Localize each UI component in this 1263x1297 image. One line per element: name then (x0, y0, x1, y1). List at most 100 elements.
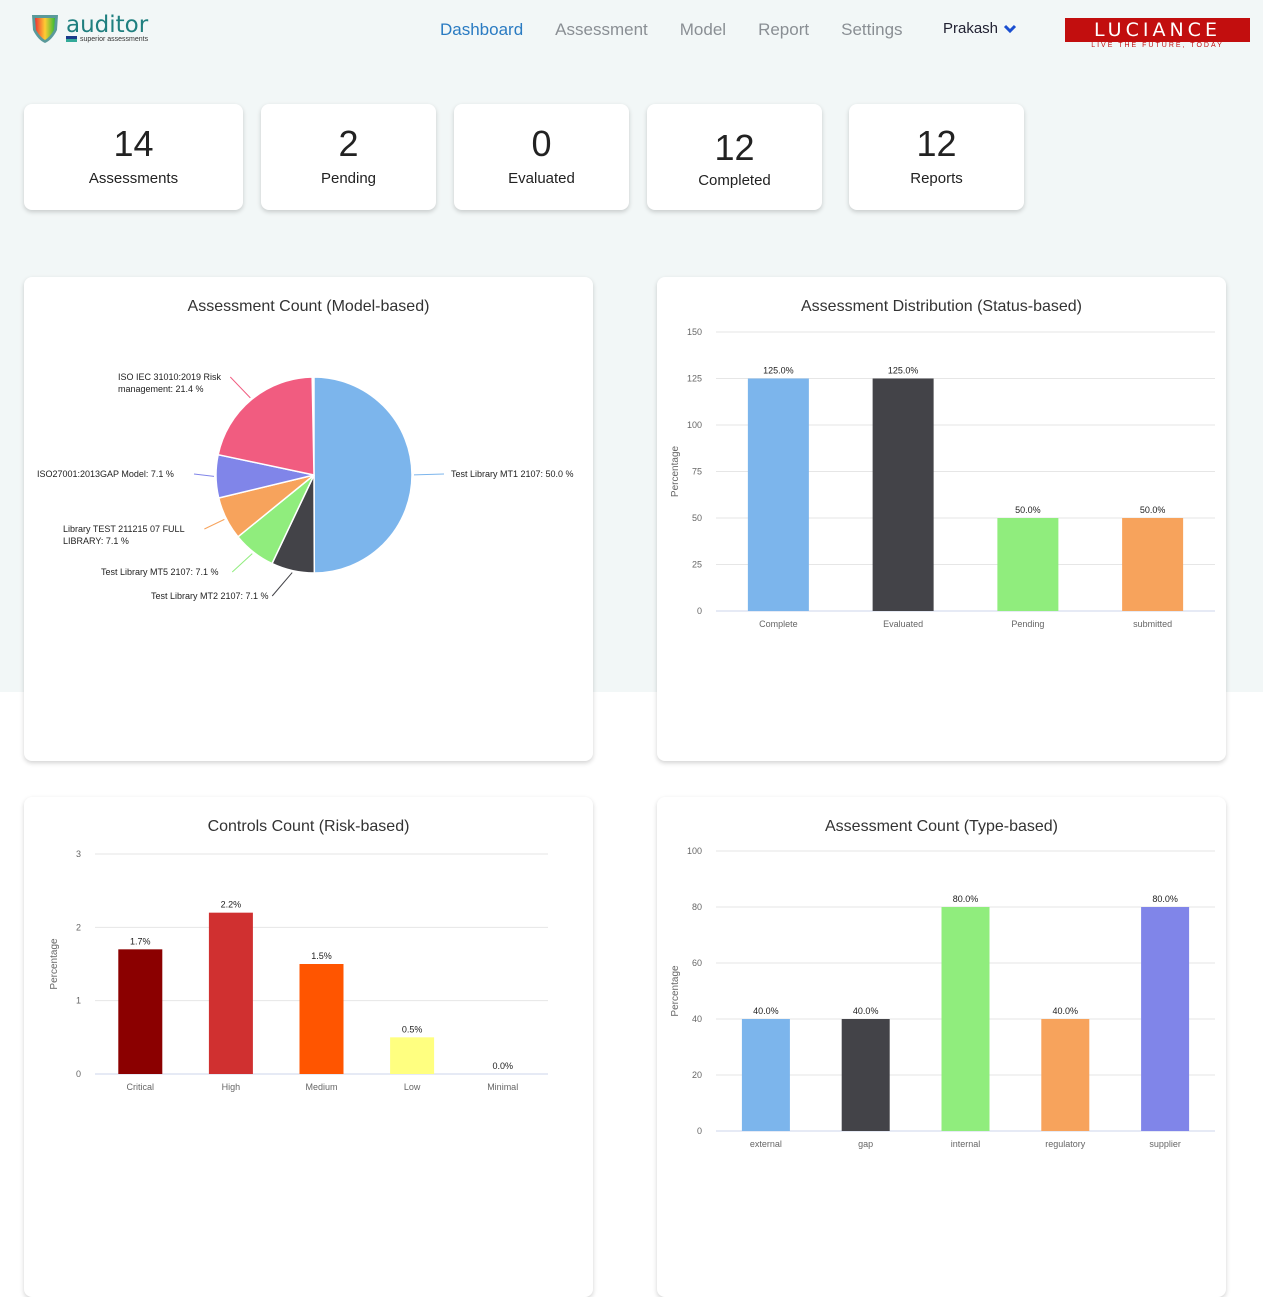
main-nav: Dashboard Assessment Model Report Settin… (440, 20, 903, 40)
data-label: 80.0% (953, 894, 979, 904)
pie-connector (413, 473, 445, 476)
stat-evaluated[interactable]: 0 Evaluated (454, 104, 629, 210)
y-tick-label: 50 (692, 513, 702, 523)
y-tick-label: 150 (687, 327, 702, 337)
stat-label: Completed (698, 172, 771, 189)
y-axis-label: Percentage (670, 445, 681, 497)
bar (1141, 907, 1190, 1131)
data-label: 80.0% (1152, 894, 1178, 904)
bar (997, 518, 1059, 611)
y-tick-label: 100 (687, 846, 702, 856)
nav-assessment[interactable]: Assessment (555, 20, 648, 39)
data-label: 125.0% (763, 366, 794, 376)
stat-label: Reports (910, 170, 963, 187)
y-axis-label: Percentage (49, 938, 60, 990)
data-label: 40.0% (1053, 1006, 1079, 1016)
pie-connector (193, 473, 215, 477)
risk-bar-card: Controls Count (Risk-based) 0 1 2 3 Percentag… (24, 797, 593, 1297)
auditor-logo[interactable]: auditor superior assessments (30, 12, 148, 44)
pie-slice (313, 376, 413, 574)
data-label: 50.0% (1015, 505, 1041, 515)
flag-icon (66, 36, 77, 42)
y-tick-label: 60 (692, 958, 702, 968)
data-label: 40.0% (753, 1006, 779, 1016)
stat-value: 12 (714, 127, 755, 168)
stat-assessments[interactable]: 14 Assessments (24, 104, 243, 210)
x-tick-label: external (750, 1139, 782, 1149)
bar (872, 378, 934, 611)
bar (390, 1037, 435, 1074)
stat-value: 12 (916, 123, 957, 164)
x-tick-label: High (222, 1082, 241, 1092)
data-label: 1.5% (311, 951, 332, 961)
stat-value: 2 (338, 123, 359, 164)
x-tick-label: Medium (305, 1082, 337, 1092)
data-label: 40.0% (853, 1006, 879, 1016)
y-tick-label: 20 (692, 1070, 702, 1080)
chart-svg: 0 25 50 75 100 125 150 Percentage 125.0% Complete… (670, 327, 1215, 629)
y-tick-label: 80 (692, 902, 702, 912)
stat-label: Assessments (88, 170, 179, 187)
stat-label: Pending (320, 170, 377, 187)
user-menu[interactable]: Prakash (943, 20, 1017, 37)
y-tick-label: 0 (697, 1126, 702, 1136)
chart-svg: 0 1 2 3 Percentage 1.7% Critical 2.2% High 1.5% Me… (49, 849, 548, 1092)
x-tick-label: internal (951, 1139, 981, 1149)
y-tick-label: 3 (76, 849, 81, 859)
bar (299, 964, 344, 1074)
pie-slice (217, 376, 315, 476)
bar (208, 912, 253, 1074)
shield-icon (32, 15, 58, 43)
y-tick-label: 75 (692, 467, 702, 477)
y-tick-label: 125 (687, 374, 702, 384)
bar (1041, 1019, 1090, 1131)
nav-model[interactable]: Model (679, 20, 727, 39)
nav-dashboard[interactable]: Dashboard (440, 20, 524, 39)
data-label: 0.0% (492, 1061, 513, 1071)
luciance-logo: LUCIANCE LIVE THE FUTURE, TODAY (1065, 18, 1250, 50)
pie-label: Library TEST 211215 07 FULL LIBRARY: 7.1 … (63, 524, 185, 546)
stat-pending[interactable]: 2 Pending (261, 104, 436, 210)
chart-svg: Test Library MT1 2107: 50.0 % Test Librar… (37, 372, 574, 601)
pie-label: Test Library MT5 2107: 7.1 % (101, 567, 219, 577)
status-bar-card: Assessment Distribution (Status-based) 0 2… (657, 277, 1226, 761)
y-tick-label: 100 (687, 420, 702, 430)
x-tick-label: Complete (759, 619, 798, 629)
pie-label: ISO27001:2013GAP Model: 7.1 % (37, 469, 174, 479)
model-pie-card: Assessment Count (Model-based) Test Libra… (24, 277, 593, 761)
bar (1122, 518, 1184, 611)
pie-label: ISO IEC 31010:2019 Risk management: 21.4 … (118, 372, 222, 394)
chart-title: Assessment Count (Model-based) (187, 298, 430, 315)
y-tick-label: 25 (692, 560, 702, 570)
data-label: 1.7% (130, 936, 151, 946)
data-label: 2.2% (221, 900, 242, 910)
x-tick-label: supplier (1149, 1139, 1181, 1149)
logo-name: auditor (66, 11, 149, 38)
x-tick-label: Minimal (487, 1082, 518, 1092)
y-tick-label: 2 (76, 922, 81, 932)
nav-settings[interactable]: Settings (841, 20, 903, 39)
pie-label: Test Library MT2 2107: 7.1 % (151, 591, 269, 601)
stat-reports[interactable]: 12 Reports (849, 104, 1024, 210)
stat-value: 14 (113, 123, 154, 164)
chart-title: Controls Count (Risk-based) (207, 818, 410, 835)
nav-report[interactable]: Report (758, 20, 810, 39)
y-axis-label: Percentage (670, 965, 681, 1017)
x-tick-label: submitted (1133, 619, 1172, 629)
bar (747, 378, 809, 611)
pie-connector (204, 518, 225, 530)
x-tick-label: regulatory (1045, 1139, 1086, 1149)
bar (941, 907, 990, 1131)
chart-svg: 0 20 40 60 80 100 Percentage 40.0% external 40.0%… (670, 846, 1215, 1149)
stat-value: 0 (531, 123, 552, 164)
bar (841, 1019, 890, 1131)
pie-connector (231, 553, 253, 573)
chart-title: Assessment Distribution (Status-based) (801, 298, 1082, 315)
y-tick-label: 0 (697, 606, 702, 616)
stat-completed[interactable]: 12 Completed (647, 104, 822, 210)
y-tick-label: 0 (76, 1069, 81, 1079)
x-tick-label: Critical (127, 1082, 155, 1092)
pie-connector (271, 572, 293, 597)
chevron-down-icon (1003, 24, 1017, 33)
y-tick-label: 1 (76, 996, 81, 1006)
